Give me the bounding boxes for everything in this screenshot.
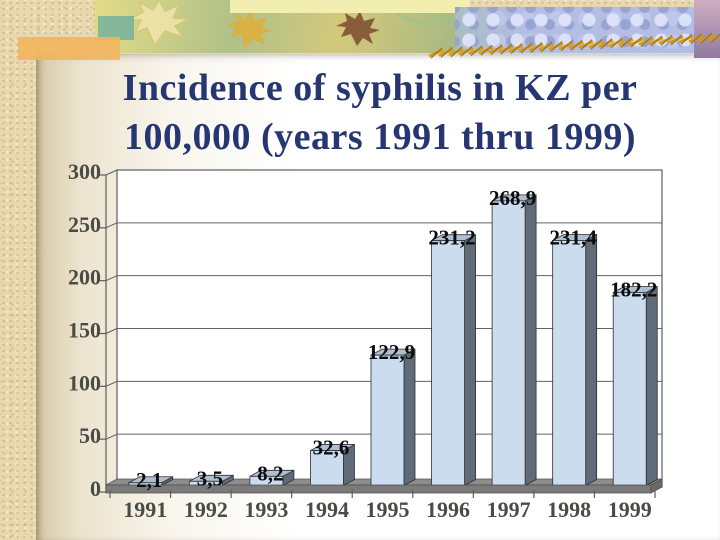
wheat-stroke: [650, 35, 663, 47]
bar-1997: [491, 200, 526, 487]
bar-side-1996: [464, 234, 476, 487]
wheat-stroke: [670, 34, 683, 46]
bar-value-label-1993: 8,2: [257, 461, 283, 485]
wheat-stroke: [500, 43, 513, 55]
decorative-banner: [0, 0, 720, 62]
wheat-stroke: [520, 42, 533, 54]
bar-value-label-1997: 268,9: [489, 186, 536, 210]
bar-value-label-1995: 122,9: [368, 340, 415, 364]
bar-value-label-1999: 182,2: [610, 277, 657, 301]
wheat-stroke: [580, 39, 593, 51]
slide-title: Incidence of syphilis in KZ per 100,000 …: [48, 64, 712, 162]
wheat-stroke: [690, 33, 703, 45]
bar-value-label-1991: 2,1: [136, 468, 162, 492]
title-line-1: Incidence of syphilis in KZ per: [122, 67, 638, 109]
orange-accent-block: [18, 37, 120, 60]
y-tick-slant-300: [105, 169, 118, 176]
y-axis-label-50: 50: [79, 423, 101, 448]
bar-side-1999: [645, 285, 658, 487]
teal-leaf-patch: [98, 16, 134, 40]
wheat-stroke: [450, 46, 463, 58]
x-axis-label-1995: 1995: [366, 497, 410, 522]
x-axis-label-1992: 1992: [184, 497, 228, 522]
bar-value-label-1992: 3,5: [197, 466, 223, 490]
y-axis-label-250: 250: [68, 212, 101, 237]
wheat-stroke: [560, 40, 573, 52]
bar-side-1997: [524, 194, 537, 487]
y-axis-label-0: 0: [90, 476, 101, 501]
bar-1996: [431, 240, 465, 487]
wheat-stroke: [440, 47, 453, 58]
y-tick-slant-150: [105, 328, 118, 334]
wheat-stroke: [470, 45, 483, 57]
y-tick-slant-50: [105, 433, 118, 440]
y-axis-label-300: 300: [68, 159, 101, 184]
yellow-strip: [230, 0, 470, 13]
chart-floor-front: [105, 484, 652, 494]
wheat-stroke: [710, 33, 720, 44]
x-axis-label-1996: 1996: [426, 497, 470, 522]
x-axis-label-1997: 1997: [487, 497, 531, 522]
wheat-stroke: [460, 45, 473, 57]
x-axis-label-1999: 1999: [608, 497, 652, 522]
bar-1999: [612, 292, 647, 487]
x-axis-label-1994: 1994: [305, 497, 349, 522]
y-axis-label-150: 150: [68, 318, 101, 343]
maple-leaf-icon: [127, 0, 464, 48]
x-axis-label-1991: 1991: [123, 497, 167, 522]
wheat-stroke: [600, 38, 613, 50]
y-tick-slant-200: [105, 275, 118, 282]
y-axis-label-200: 200: [68, 265, 101, 290]
wheat-stroke: [530, 42, 543, 53]
wheat-stroke: [590, 38, 603, 50]
bar-value-label-1994: 32,6: [313, 436, 350, 460]
bar-1995: [370, 354, 405, 487]
purple-corner-block: [694, 0, 720, 58]
y-tick-slant-100: [105, 380, 118, 387]
title-line-2: 100,000 (years 1991 thru 1999): [123, 116, 637, 158]
wheat-stroke: [630, 36, 643, 48]
bar-value-label-1998: 231,4: [550, 225, 598, 249]
x-axis-label-1998: 1998: [547, 497, 591, 522]
bar-side-1998: [585, 233, 598, 487]
wheat-stroke: [700, 32, 713, 44]
wheat-stroke: [540, 41, 553, 53]
wheat-stroke: [480, 44, 493, 56]
wheat-icon: [428, 32, 720, 59]
wheat-stroke: [510, 43, 523, 55]
wheat-stroke: [620, 37, 633, 48]
wheat-stroke: [680, 33, 693, 45]
wheat-stroke: [610, 37, 623, 49]
wheat-stroke: [570, 39, 583, 51]
wheat-stroke: [490, 44, 503, 56]
wheat-stroke: [640, 36, 653, 47]
bar-1998: [552, 240, 587, 487]
y-tick-slant-250: [105, 222, 118, 229]
wheat-stroke: [550, 40, 563, 52]
bar-value-label-1996: 231,2: [428, 226, 475, 250]
y-axis-label-100: 100: [68, 370, 101, 395]
wheat-stroke: [430, 47, 443, 59]
wheat-stroke: [660, 34, 673, 46]
x-axis-label-1993: 1993: [244, 497, 288, 522]
bar-side-1995: [403, 348, 416, 487]
chart-floor-side: [650, 478, 663, 494]
